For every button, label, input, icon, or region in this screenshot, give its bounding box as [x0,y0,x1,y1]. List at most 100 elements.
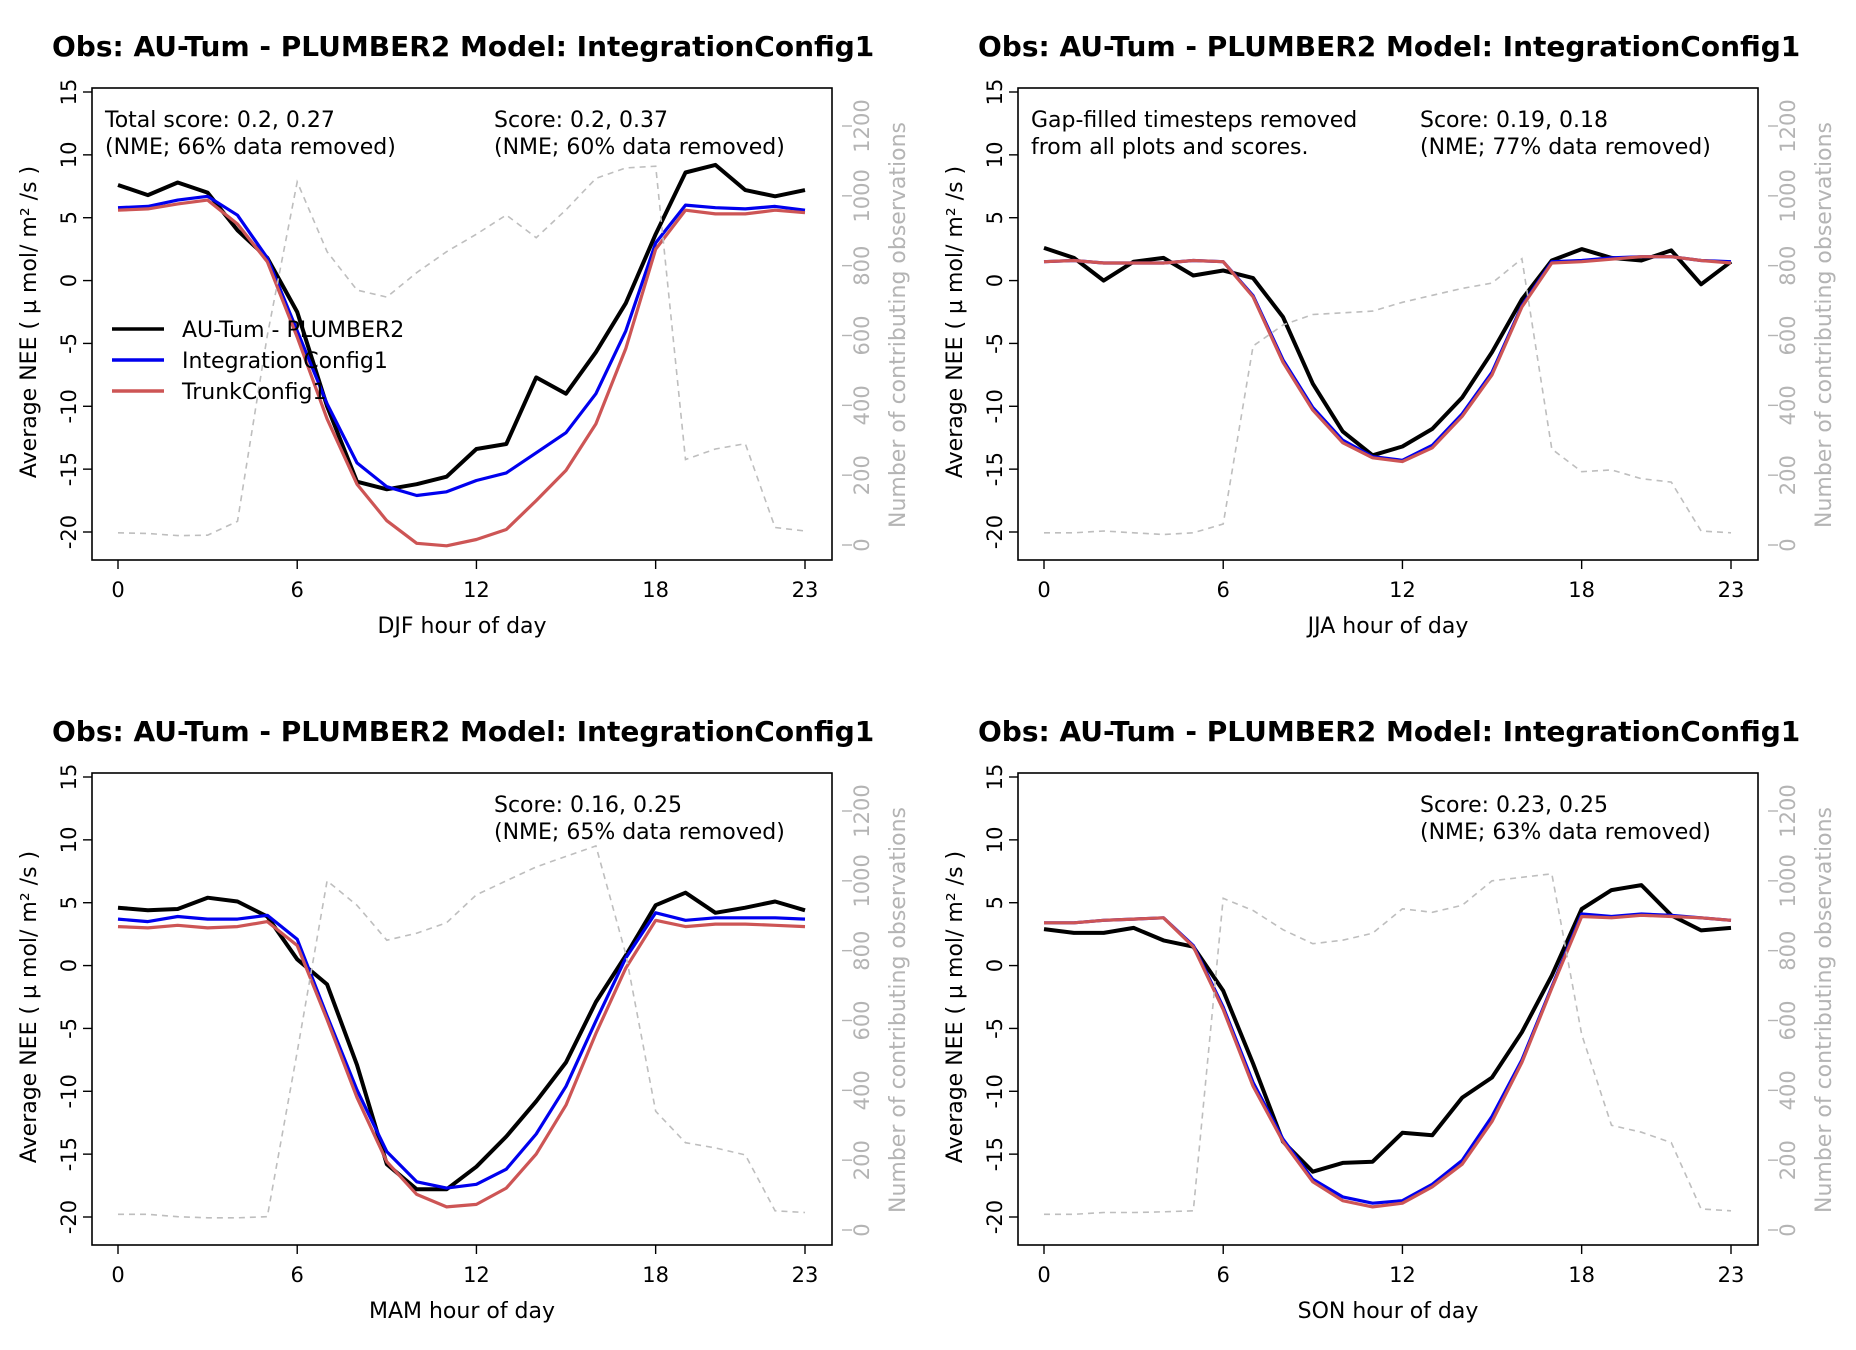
y-tick-label: -20 [983,1200,1007,1234]
score-annotation: (NME; 63% data removed) [1420,820,1711,845]
y-tick-label: 10 [57,826,81,853]
x-tick-label: 12 [463,1263,490,1287]
legend-label: AU-Tum - PLUMBER2 [182,318,404,343]
y-tick-label: 10 [57,141,81,168]
chart-panel-2: Obs: AU-Tum - PLUMBER2 Model: Integratio… [17,715,911,1324]
y2-tick-label: 200 [1776,455,1800,495]
score-annotation: Score: 0.19, 0.18 [1420,108,1608,133]
x-tick-label: 6 [291,1263,304,1287]
score-annotation: Score: 0.23, 0.25 [1420,793,1608,818]
x-tick-label: 0 [111,578,124,602]
y-tick-label: 5 [983,211,1007,224]
y2-tick-label: 400 [1776,385,1800,425]
y-axis-label: Average NEE ( µ mol/ m² /s ) [943,851,968,1163]
y-tick-label: -20 [57,1200,81,1234]
chart-panel-3: Obs: AU-Tum - PLUMBER2 Model: Integratio… [943,715,1837,1324]
y2-tick-label: 200 [1776,1140,1800,1180]
y2-tick-label: 200 [850,1140,874,1180]
y2-axis-label: Number of contributing observations [886,807,911,1213]
legend-label: TrunkConfig1 [181,380,326,405]
y2-tick-label: 800 [1776,246,1800,286]
y2-tick-label: 1000 [850,169,874,222]
plot-frame [91,772,833,1246]
y-tick-label: -10 [57,1074,81,1108]
y2-tick-label: 1200 [1776,99,1800,152]
y-tick-label: -15 [57,1137,81,1171]
y-axis-label: Average NEE ( µ mol/ m² /s ) [943,166,968,478]
plot-frame [1017,772,1759,1246]
y-tick-label: -20 [983,515,1007,549]
y-tick-label: 15 [983,764,1007,791]
y2-tick-label: 600 [850,1000,874,1040]
series-line-2 [117,918,806,1209]
y-tick-label: 5 [57,896,81,909]
observation-count-line [1044,872,1732,1216]
x-tick-label: 18 [1568,1263,1595,1287]
legend-label: IntegrationConfig1 [182,349,388,374]
y2-tick-label: 1200 [850,784,874,837]
y-tick-label: 0 [983,274,1007,287]
x-axis-label: SON hour of day [1298,1299,1479,1324]
x-tick-label: 12 [1389,1263,1416,1287]
y2-tick-label: 600 [1776,315,1800,355]
y-tick-label: 0 [57,959,81,972]
x-tick-label: 12 [463,578,490,602]
score-annotation: from all plots and scores. [1031,135,1308,160]
y2-tick-label: 1200 [1776,784,1800,837]
y2-axis-label: Number of contributing observations [886,122,911,528]
y2-tick-label: 1000 [1776,169,1800,222]
y2-tick-label: 600 [1776,1000,1800,1040]
series-line-2 [117,198,806,548]
score-annotation: Score: 0.2, 0.37 [494,108,668,133]
y-tick-label: -5 [57,333,81,354]
y-tick-label: -5 [983,1018,1007,1039]
chart-title: Obs: AU-Tum - PLUMBER2 Model: Integratio… [52,30,874,63]
chart-title: Obs: AU-Tum - PLUMBER2 Model: Integratio… [978,715,1800,748]
y2-tick-label: 0 [1776,538,1800,551]
chart-title: Obs: AU-Tum - PLUMBER2 Model: Integratio… [52,715,874,748]
y2-tick-label: 400 [850,385,874,425]
x-tick-label: 23 [1718,578,1745,602]
observation-count-line [1044,257,1732,536]
score-annotation: Total score: 0.2, 0.27 [104,108,335,133]
y-tick-label: -15 [57,452,81,486]
score-annotation: (NME; 77% data removed) [1420,135,1711,160]
y-tick-label: 10 [983,141,1007,168]
y-tick-label: -10 [57,389,81,423]
x-tick-label: 6 [1217,1263,1230,1287]
x-tick-label: 6 [1217,578,1230,602]
series-line-1 [1043,255,1732,462]
series-line-0 [117,890,806,1192]
score-annotation: Score: 0.16, 0.25 [494,793,682,818]
score-annotation: (NME; 65% data removed) [494,820,785,845]
x-tick-label: 0 [111,1263,124,1287]
series-line-0 [117,162,806,492]
y-tick-label: -15 [983,452,1007,486]
y-tick-label: -20 [57,515,81,549]
y-tick-label: -10 [983,1074,1007,1108]
y-axis-label: Average NEE ( µ mol/ m² /s ) [17,166,42,478]
chart-panel-0: Obs: AU-Tum - PLUMBER2 Model: Integratio… [17,30,911,639]
series-line-0 [1043,883,1732,1174]
y-tick-label: 15 [57,79,81,106]
y2-tick-label: 1000 [850,854,874,907]
score-annotation: (NME; 60% data removed) [494,135,785,160]
y2-tick-label: 800 [850,246,874,286]
y-tick-label: 0 [57,274,81,287]
y-tick-label: 5 [57,211,81,224]
x-tick-label: 23 [792,1263,819,1287]
x-tick-label: 23 [792,578,819,602]
series-line-2 [1044,913,1732,1209]
x-tick-label: 6 [291,578,304,602]
chart-panel-1: Obs: AU-Tum - PLUMBER2 Model: Integratio… [943,30,1837,639]
y-tick-label: -5 [57,1018,81,1039]
y2-tick-label: 800 [1776,931,1800,971]
y-tick-label: -10 [983,389,1007,423]
y2-tick-label: 200 [850,455,874,495]
y2-axis-label: Number of contributing observations [1812,122,1837,528]
x-tick-label: 18 [642,578,669,602]
y-tick-label: 10 [983,826,1007,853]
x-tick-label: 23 [1718,1263,1745,1287]
series-line-1 [117,194,806,498]
